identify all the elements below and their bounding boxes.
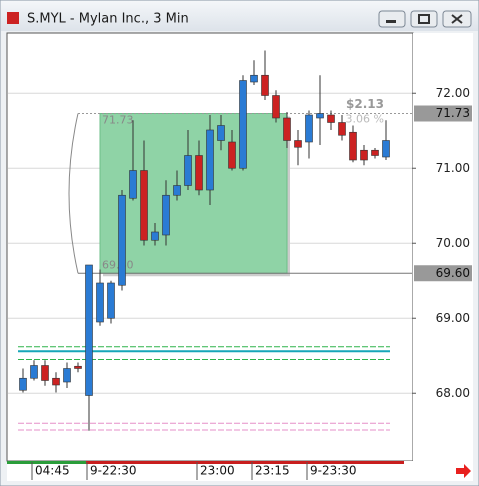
range-box [99, 113, 288, 274]
app-icon [7, 12, 19, 24]
price-marker-label: 71.73 [436, 106, 470, 120]
price-axis [413, 33, 473, 461]
candle-body [118, 194, 126, 286]
candle-body [184, 155, 192, 186]
candle-body [261, 74, 269, 96]
time-axis [7, 461, 473, 481]
y-tick-label: 69.00 [436, 311, 470, 325]
range-bracket [68, 113, 79, 274]
close-icon [451, 14, 463, 24]
candle-body [228, 141, 236, 169]
candle-body [294, 140, 302, 148]
minimize-button[interactable] [378, 10, 406, 28]
price-marker-label: 69.60 [436, 266, 470, 280]
range-low-label: 69.60 [102, 258, 134, 271]
candle-body [338, 122, 346, 136]
minimize-icon [386, 20, 396, 23]
candle-body [173, 185, 181, 196]
candle-body [74, 365, 82, 369]
y-tick-label: 68.00 [436, 386, 470, 400]
candle-body [162, 194, 170, 236]
candle-body [305, 114, 313, 143]
candle-body [30, 365, 38, 379]
range-change: $2.13 [346, 97, 384, 111]
candle-body [316, 113, 324, 119]
candle-body [85, 264, 93, 396]
price-marker [414, 105, 472, 122]
price-marker [414, 265, 472, 282]
range-high-label: 71.73 [102, 114, 134, 127]
candle-body [63, 368, 71, 383]
y-tick-label: 71.00 [436, 161, 470, 175]
y-tick-label: 70.00 [436, 236, 470, 250]
x-tick-label: 04:45 [35, 464, 70, 478]
candle-body [360, 149, 368, 161]
maximize-icon [418, 14, 430, 24]
candle-body [349, 131, 357, 161]
candle-body [239, 80, 247, 169]
candle-body [371, 149, 379, 156]
candle-body [327, 114, 335, 123]
window-title: S.MYL - Mylan Inc., 3 Min [27, 12, 189, 27]
window-buttons [378, 10, 472, 28]
candle-body [140, 170, 148, 241]
x-tick-label: 23:15 [255, 464, 290, 478]
candle-body [52, 377, 60, 386]
session-bar [7, 461, 86, 464]
candle-body [283, 117, 291, 141]
candle-body [129, 170, 137, 199]
candle-body [19, 377, 27, 391]
candle-body [151, 231, 159, 241]
candle-body [107, 282, 115, 319]
x-tick-label: 9-22:30 [90, 464, 137, 478]
maximize-button[interactable] [410, 10, 438, 28]
candle-body [272, 95, 280, 119]
candle-body [41, 365, 49, 381]
x-tick-label: 9-23:30 [310, 464, 357, 478]
session-bar [86, 461, 404, 464]
candle-body [382, 140, 390, 158]
x-tick-label: 23:00 [200, 464, 235, 478]
candle-body [195, 155, 203, 191]
candle-body [96, 282, 104, 323]
candle-body [250, 74, 258, 83]
y-tick-label: 72.00 [436, 86, 470, 100]
range-percent: 3.06 % [346, 113, 384, 126]
candle-body [217, 125, 225, 141]
candle-body [206, 129, 214, 191]
scroll-arrow[interactable] [456, 464, 471, 478]
